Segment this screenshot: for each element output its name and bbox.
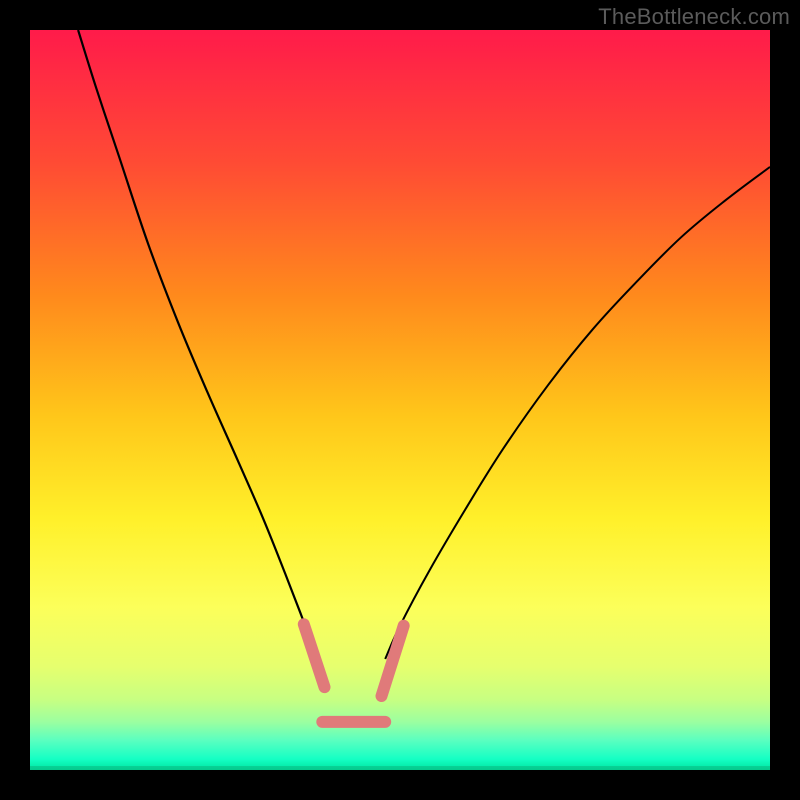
- left-curve: [78, 30, 317, 659]
- highlight-segment: [382, 626, 404, 696]
- highlight-segments: [304, 624, 404, 722]
- chart-root: TheBottleneck.com: [0, 0, 800, 800]
- plot-area: [30, 30, 770, 770]
- highlight-segment: [304, 624, 325, 687]
- watermark-text: TheBottleneck.com: [598, 4, 790, 30]
- curves-layer: [30, 30, 770, 770]
- right-curve: [385, 167, 770, 659]
